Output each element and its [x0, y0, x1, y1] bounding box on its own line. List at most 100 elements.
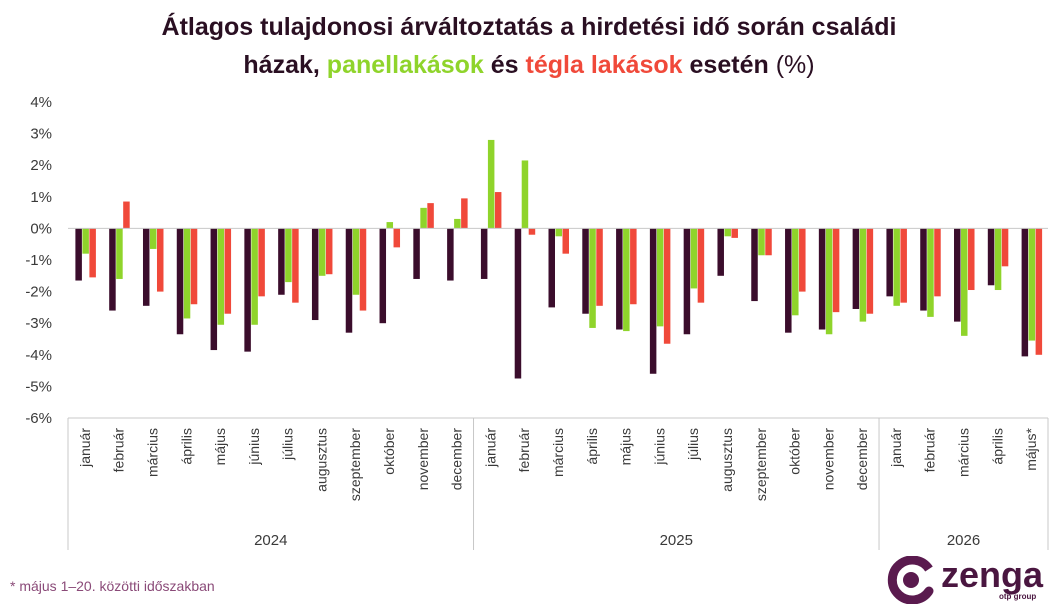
- bar-brick: [325, 228, 333, 275]
- bar-houses: [244, 228, 251, 352]
- bar-panel: [1028, 228, 1036, 341]
- footnote: * május 1–20. közötti időszakban: [10, 578, 215, 594]
- bar-panel: [454, 218, 461, 229]
- bar-brick: [123, 201, 130, 229]
- title-part-panel: panellakások: [326, 51, 484, 79]
- y-tick-label: 0%: [30, 220, 52, 237]
- x-tick-label: február: [922, 428, 938, 473]
- title-line-2: házak, panellakások és tégla lakások ese…: [0, 46, 1058, 84]
- title-part-brick: tégla lakások: [525, 51, 683, 79]
- y-tick-label: 2%: [30, 157, 52, 174]
- x-tick-label: május: [212, 428, 228, 465]
- bar-panel: [82, 228, 89, 254]
- bar-houses: [413, 228, 420, 279]
- bar-houses: [616, 228, 623, 330]
- bar-brick: [968, 228, 975, 291]
- bar-panel: [961, 228, 968, 336]
- x-axis-labels: január február március április május június jú…: [77, 427, 1039, 501]
- bar-brick: [190, 228, 198, 305]
- bar-houses: [886, 228, 893, 297]
- bar-brick: [494, 192, 502, 229]
- bar-houses: [514, 228, 522, 379]
- x-tick-label: augusztus: [313, 428, 329, 492]
- logo-wordmark: zenga: [941, 554, 1044, 595]
- bar-brick: [562, 228, 569, 254]
- chart-title: Átlagos tulajdonosi árváltoztatás a hird…: [0, 8, 1058, 84]
- bar-houses: [109, 228, 116, 311]
- bar-houses: [379, 228, 387, 324]
- x-tick-label: április: [178, 428, 194, 465]
- bar-panel: [994, 228, 1002, 291]
- bar-panel: [690, 228, 698, 289]
- bar-brick: [799, 228, 806, 292]
- bar-houses: [142, 228, 150, 306]
- x-tick-label: május: [618, 428, 634, 465]
- x-tick-label: november: [415, 428, 431, 491]
- bar-brick: [89, 228, 96, 278]
- x-tick-label: szeptember: [753, 428, 769, 501]
- x-tick-label: február: [111, 428, 127, 473]
- bar-panel: [183, 228, 191, 319]
- x-tick-label: december: [449, 428, 465, 491]
- bar-panel: [555, 228, 562, 237]
- bar-houses: [582, 228, 589, 314]
- axes: [68, 227, 1048, 419]
- x-tick-label: június: [651, 428, 667, 466]
- x-tick-label: január: [77, 428, 93, 468]
- y-tick-label: -1%: [25, 252, 52, 269]
- title-line-1: Átlagos tulajdonosi árváltoztatás a hird…: [161, 13, 897, 41]
- x-tick-label: október: [787, 428, 803, 475]
- bar-panel: [623, 228, 630, 332]
- bar-panel: [386, 222, 394, 229]
- bar-brick: [697, 228, 705, 303]
- bar-panel: [420, 207, 427, 229]
- y-tick-label: -3%: [25, 315, 52, 332]
- bar-brick: [866, 228, 874, 314]
- bar-houses: [345, 228, 353, 333]
- bar-panel: [487, 139, 495, 229]
- x-tick-label: június: [246, 428, 262, 466]
- logo-subtext: otp group: [999, 592, 1037, 601]
- x-tick-label: április: [989, 428, 1005, 465]
- bar-panel: [116, 228, 123, 279]
- x-tick-label: május*: [1023, 427, 1039, 470]
- y-axis-ticks: 4% 3% 2% 1% 0% -1% -2% -3% -4% -5% -6%: [25, 94, 52, 427]
- year-label: 2025: [660, 532, 693, 549]
- bar-brick: [1035, 228, 1043, 355]
- x-tick-label: február: [516, 428, 532, 473]
- bar-panel: [352, 228, 360, 295]
- year-label: 2026: [947, 532, 980, 549]
- bar-houses: [480, 228, 488, 279]
- bar-panel: [521, 160, 529, 229]
- bar-panel: [724, 228, 731, 237]
- x-tick-label: augusztus: [719, 428, 735, 492]
- bar-houses: [920, 228, 927, 311]
- bar-houses: [683, 228, 691, 335]
- bar-brick: [765, 228, 772, 256]
- bar-panel: [927, 228, 934, 317]
- bar-houses: [176, 228, 184, 335]
- x-tick-label: március: [956, 428, 972, 477]
- bar-brick: [731, 228, 738, 238]
- title-part-end: esetén: [689, 51, 769, 79]
- x-tick-label: november: [820, 428, 836, 491]
- year-label: 2024: [254, 532, 287, 549]
- bar-panel: [859, 228, 867, 322]
- bar-brick: [528, 228, 536, 235]
- x-tick-label: október: [381, 428, 397, 475]
- y-tick-label: 1%: [30, 189, 52, 206]
- bar-houses: [311, 228, 319, 321]
- y-tick-label: 4%: [30, 94, 52, 111]
- bar-houses: [818, 228, 826, 330]
- bar-houses: [785, 228, 792, 333]
- bar-brick: [427, 203, 434, 229]
- bar-panel: [792, 228, 799, 316]
- y-tick-label: -5%: [25, 378, 52, 395]
- bar-houses: [987, 228, 995, 286]
- bar-houses: [548, 228, 555, 308]
- x-tick-label: december: [854, 428, 870, 491]
- bar-panel: [318, 228, 326, 276]
- bar-brick: [156, 228, 164, 292]
- bar-brick: [934, 228, 941, 297]
- x-tick-label: március: [144, 428, 160, 477]
